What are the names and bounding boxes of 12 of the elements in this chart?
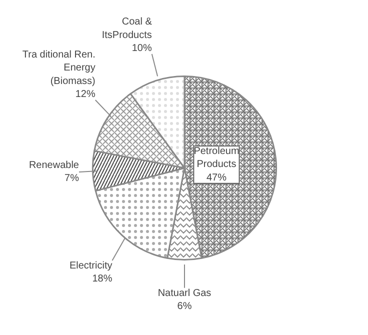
data-label: 12% — [75, 88, 96, 100]
slice-label: Coal & ItsProducts — [102, 16, 152, 41]
slice-label: Natuarl Gas — [158, 288, 212, 299]
slice-label: Tra ditional Ren. Energy (Biomass) — [22, 49, 96, 87]
data-label: 47% — [206, 172, 227, 184]
data-label: 18% — [92, 274, 112, 285]
data-label: 10% — [132, 43, 152, 54]
slice-label: Petroleum Products — [194, 146, 240, 170]
slice-label: Electricity — [69, 260, 112, 272]
data-label: 6% — [177, 301, 192, 312]
slice-label: Renewable — [28, 160, 80, 171]
data-label: 7% — [64, 173, 80, 184]
